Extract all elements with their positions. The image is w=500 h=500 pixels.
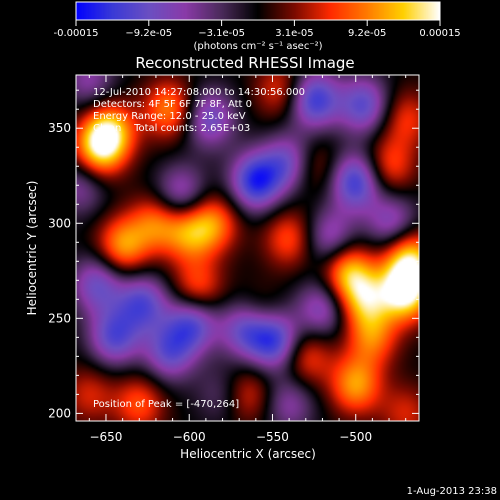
x-tick-label: −550 bbox=[256, 430, 289, 444]
plot-frame bbox=[75, 74, 420, 422]
colorbar-tick-label: −3.1e-05 bbox=[198, 28, 245, 39]
footer-timestamp: 1-Aug-2013 23:38 bbox=[407, 486, 497, 497]
heatmap-image bbox=[76, 75, 419, 421]
colorbar-gradient bbox=[75, 1, 441, 21]
peak-position-label: Position of Peak = [-470,264] bbox=[93, 399, 239, 410]
x-tick-label: −650 bbox=[89, 430, 122, 444]
y-tick-label: 300 bbox=[48, 216, 71, 230]
y-axis-ticks: 200 250 300 350 bbox=[48, 89, 419, 420]
annotation-clean-counts: Clean Total counts: 2.65E+03 bbox=[93, 123, 250, 134]
chart-title: Reconstructed RHESSI Image bbox=[135, 54, 354, 72]
x-axis-label: Heliocentric X (arcsec) bbox=[180, 447, 316, 461]
colorbar-tick-label: −9.2e-05 bbox=[125, 28, 172, 39]
colorbar-ticks: -0.00015 −9.2e-05 −3.1e-05 3.1e-05 9.2e-05 0.… bbox=[54, 20, 461, 39]
y-axis-label: Heliocentric Y (arcsec) bbox=[25, 181, 39, 316]
annotation-detectors: Detectors: 4F 5F 6F 7F 8F, Att 0 bbox=[93, 99, 252, 110]
colorbar: -0.00015 −9.2e-05 −3.1e-05 3.1e-05 9.2e-05 0.… bbox=[54, 1, 461, 52]
colorbar-image bbox=[76, 2, 440, 20]
colorbar-tick-label: 3.1e-05 bbox=[275, 28, 313, 39]
x-axis-ticks: −650 −600 −550 −500 bbox=[88, 75, 407, 444]
x-tick-label: −600 bbox=[173, 430, 206, 444]
colorbar-unit-label: (photons cm⁻² s⁻¹ asec⁻²) bbox=[193, 41, 322, 52]
y-tick-label: 350 bbox=[48, 121, 71, 135]
y-tick-label: 250 bbox=[48, 311, 71, 325]
x-tick-label: −500 bbox=[339, 430, 372, 444]
annotation-energy-range: Energy Range: 12.0 - 25.0 keV bbox=[93, 111, 246, 122]
y-tick-label: 200 bbox=[48, 406, 71, 420]
colorbar-tick-label: 9.2e-05 bbox=[348, 28, 386, 39]
annotation-block: 12-Jul-2010 14:27:08.000 to 14:30:56.000… bbox=[93, 87, 305, 134]
annotation-time-range: 12-Jul-2010 14:27:08.000 to 14:30:56.000 bbox=[93, 87, 305, 98]
colorbar-tick-label: 0.00015 bbox=[419, 28, 460, 39]
colorbar-tick-label: -0.00015 bbox=[54, 28, 99, 39]
